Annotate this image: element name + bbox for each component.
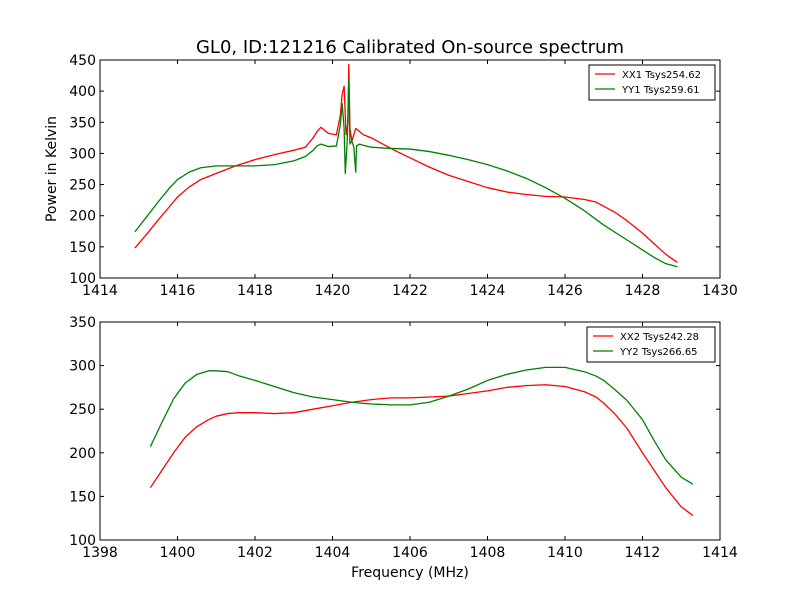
subplot-1: 1414 1416 1418 1420 1422 1424 1426 1428 1430 100 1… bbox=[44, 53, 738, 299]
plots-group: 1414 1416 1418 1420 1422 1424 1426 1428 14301001… bbox=[44, 53, 738, 581]
chart-title: GL0, ID:121216 Calibrated On-source spec… bbox=[196, 37, 624, 58]
legend-label-2: YY2 Tsys266.65 bbox=[619, 347, 698, 358]
x-tick-label: 1400 bbox=[160, 545, 196, 561]
x-tick-label: 1406 bbox=[392, 545, 428, 561]
x-tick-label: 1402 bbox=[237, 545, 273, 561]
x-tick-label: 1428 bbox=[625, 283, 661, 299]
subplot-2: 1398 1400 1402 1404 1406 1408 1410 1412 1414 100 1… bbox=[69, 315, 738, 581]
y-tick-label: 100 bbox=[69, 271, 96, 287]
legend: XX1 Tsys254.62 YY1 Tsys259.61 bbox=[588, 64, 716, 101]
series-line-2 bbox=[149, 366, 694, 485]
x-tick-label: 1404 bbox=[315, 545, 351, 561]
legend-box bbox=[588, 64, 716, 101]
legend-label-2: YY1 Tsys259.61 bbox=[621, 85, 700, 96]
x-tick-label: 1420 bbox=[315, 283, 351, 299]
x-tick-label: 1414 bbox=[702, 545, 738, 561]
series-line-2 bbox=[134, 79, 678, 268]
y-tick-label: 150 bbox=[69, 489, 96, 505]
x-tick-label: 1418 bbox=[237, 283, 273, 299]
y-tick-label: 150 bbox=[69, 240, 96, 256]
y-tick-label: 350 bbox=[69, 115, 96, 131]
x-tick-label: 1426 bbox=[547, 283, 583, 299]
y-tick-label: 200 bbox=[69, 209, 96, 225]
legend-box bbox=[586, 326, 716, 363]
y-tick-label: 250 bbox=[69, 402, 96, 418]
legend-label-1: XX1 Tsys254.62 bbox=[622, 70, 701, 81]
y-tick-label: 250 bbox=[69, 178, 96, 194]
x-tick-label: 1424 bbox=[470, 283, 506, 299]
x-tick-label: 1408 bbox=[470, 545, 506, 561]
y-tick-label: 300 bbox=[69, 146, 96, 162]
x-tick-label: 1416 bbox=[160, 283, 196, 299]
x-tick-label: 1422 bbox=[392, 283, 428, 299]
y-tick-label: 450 bbox=[69, 53, 96, 69]
x-axis-label: Frequency (MHz) bbox=[351, 565, 469, 581]
legend: XX2 Tsys242.28 YY2 Tsys266.65 bbox=[586, 326, 716, 363]
x-tick-label: 1412 bbox=[625, 545, 661, 561]
y-axis-label: Power in Kelvin bbox=[44, 116, 60, 222]
y-tick-label: 100 bbox=[69, 533, 96, 549]
x-tick-label: 1430 bbox=[702, 283, 738, 299]
x-tick-label: 1414 bbox=[82, 283, 118, 299]
x-tick-label: 1410 bbox=[547, 545, 583, 561]
legend-label-1: XX2 Tsys242.28 bbox=[620, 332, 699, 343]
y-tick-label: 300 bbox=[69, 359, 96, 375]
y-tick-label: 350 bbox=[69, 315, 96, 331]
y-tick-label: 400 bbox=[69, 84, 96, 100]
x-tick-label: 1398 bbox=[82, 545, 118, 561]
y-tick-label: 200 bbox=[69, 446, 96, 462]
series-line-1 bbox=[149, 384, 694, 517]
